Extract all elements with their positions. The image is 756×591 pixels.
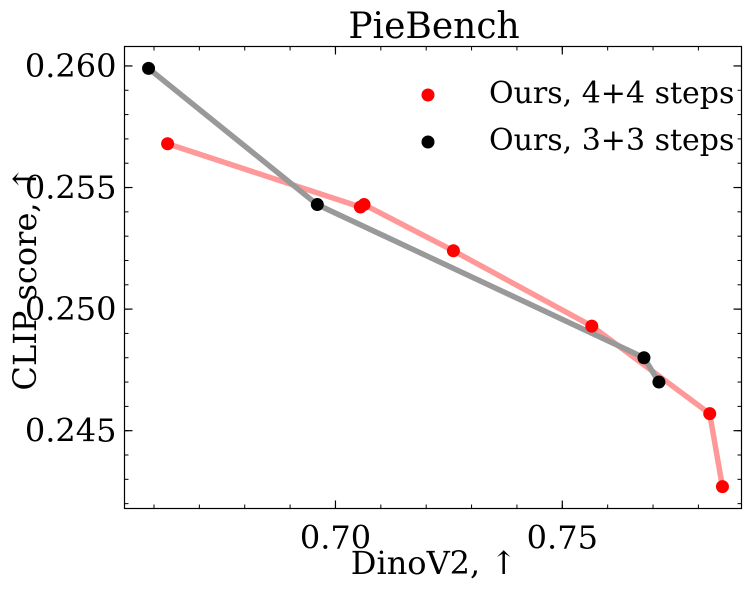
series-0-point [585,319,599,333]
legend: Ours, 4+4 steps Ours, 3+3 steps [421,76,734,158]
series-line-1 [145,65,662,385]
y-tick-label: 0.260 [25,47,117,85]
series-1-point [652,375,666,389]
y-tick-label: 0.245 [25,412,117,450]
y-axis-label: CLIP score, ↑ [6,165,44,390]
legend-marker-3plus3 [421,135,435,149]
series-line-0 [164,141,726,490]
series-1-point [310,198,324,212]
x-tick-label: 0.70 [300,519,371,557]
legend-marker-4plus4 [421,88,435,102]
x-tick-label: 0.75 [527,519,598,557]
series-0-point [446,244,460,258]
x-axis-label: DinoV2, ↑ [351,544,517,582]
series-0-point [161,137,175,151]
series-0-point [703,407,717,421]
plot-frame [123,45,743,510]
legend-label-4plus4: Ours, 4+4 steps [489,76,734,111]
legend-label-3plus3: Ours, 3+3 steps [489,123,734,158]
series-0-point [715,480,729,494]
series-1-point [637,351,651,365]
series-0-point [357,198,371,212]
series-points [142,61,729,494]
chart-title: PieBench [348,6,519,47]
y-tick-label: 0.250 [25,290,117,328]
axis-ticks [124,46,742,509]
y-tick-label: 0.255 [25,169,117,207]
series-1-point [142,61,156,75]
tick-labels: 0.70 0.75 0.245 0.250 0.255 0.260 [25,47,598,557]
